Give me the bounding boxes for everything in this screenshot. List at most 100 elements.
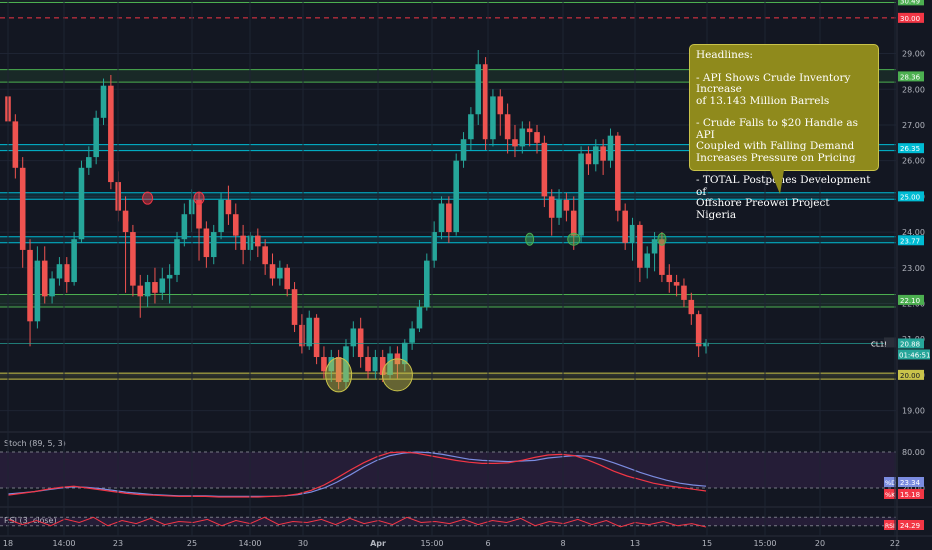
candle-body xyxy=(108,85,114,183)
stoch-line-k xyxy=(7,451,707,498)
x-tick-label: 15:00 xyxy=(420,539,443,548)
y-tick-label: 27.00 xyxy=(902,121,925,130)
headlines-callout[interactable]: Headlines: - API Shows Crude Inventory I… xyxy=(689,44,879,220)
annotation-circle xyxy=(657,232,667,246)
level-price-badge-bg xyxy=(898,369,924,380)
y-tick-label: 29.00 xyxy=(902,50,925,59)
candle-body xyxy=(159,278,166,293)
candle-body xyxy=(585,153,592,165)
level-price-badge: 22.10 xyxy=(900,297,920,305)
rsi-series-tag: RSI xyxy=(885,523,895,530)
stoch-series-tag-bg xyxy=(884,489,896,499)
level-price-badge: 28.36 xyxy=(900,73,921,81)
candle-body xyxy=(56,264,63,279)
level-price-badge-bg xyxy=(898,12,924,23)
level-price-badge-bg xyxy=(898,294,924,305)
stoch-series-tag: %D xyxy=(885,479,896,487)
level-price-badge: 30.49 xyxy=(900,0,920,5)
annotation-circle xyxy=(142,191,154,205)
x-tick-label: 23 xyxy=(113,539,123,548)
stoch-level-label: 20.00 xyxy=(902,484,925,493)
rsi-band xyxy=(0,517,896,526)
candle-body xyxy=(27,249,33,322)
candle-body xyxy=(100,85,107,118)
candle-body xyxy=(137,285,144,297)
candle-body xyxy=(497,96,504,115)
x-tick-label: 8 xyxy=(560,539,565,548)
candle-body xyxy=(534,132,540,143)
candle-body xyxy=(232,214,239,236)
candle-body xyxy=(673,282,680,286)
candle-body xyxy=(255,235,261,247)
candle-body xyxy=(284,267,290,290)
level-zone xyxy=(0,69,896,83)
x-tick-label: 6 xyxy=(485,539,490,548)
candle-body xyxy=(277,267,283,279)
candle-body xyxy=(651,239,658,254)
candle-body xyxy=(166,274,173,279)
candle-body xyxy=(350,328,357,347)
candle-body xyxy=(578,153,584,236)
stoch-value-badge: 15.18 xyxy=(900,491,920,499)
candle-body xyxy=(416,307,423,329)
candle-body xyxy=(563,199,570,211)
level-price-badge: 26.35 xyxy=(900,145,920,153)
candle-body xyxy=(63,264,70,283)
rsi-value-badge: 24.29 xyxy=(900,522,920,530)
candle-body xyxy=(328,357,335,372)
candle-body xyxy=(519,128,526,147)
rsi-line xyxy=(7,516,707,528)
candle-body xyxy=(291,289,298,325)
stoch-series-tag: %K xyxy=(885,491,896,499)
candle-body xyxy=(401,342,408,365)
x-tick-label: 22 xyxy=(890,539,900,548)
candle-body xyxy=(592,146,599,165)
x-tick-label: 14:00 xyxy=(52,539,75,548)
candle-body xyxy=(313,317,320,358)
candle-body xyxy=(41,260,48,297)
candle-body xyxy=(269,264,276,279)
candle-body xyxy=(122,210,129,233)
candle-body xyxy=(12,121,19,168)
rsi-series-tag-bg xyxy=(884,520,896,530)
candle-body xyxy=(526,128,533,133)
candle-body xyxy=(637,224,643,268)
x-tick-label: 25 xyxy=(187,539,197,548)
candle-body xyxy=(431,232,437,261)
x-tick-label: 20 xyxy=(815,539,825,548)
candle-body xyxy=(600,146,606,161)
level-zone xyxy=(0,192,896,200)
x-tick-label: 15 xyxy=(702,539,712,548)
annotation-circle xyxy=(193,191,205,205)
rsi-title: RSI (3, close) xyxy=(4,516,57,525)
level-price-badge-bg xyxy=(898,191,924,202)
candle-body xyxy=(71,239,77,283)
level-price-badge: 20.00 xyxy=(900,372,920,380)
candle-body xyxy=(372,357,379,372)
headline-item: - TOTAL Postpones Development of Offshor… xyxy=(696,174,871,221)
stoch-title: Stoch (89, 5, 3) xyxy=(4,439,66,448)
annotation-circle xyxy=(381,358,413,392)
stoch-value-badge: 23.34 xyxy=(900,479,921,487)
candle-body xyxy=(424,260,430,308)
candle-body xyxy=(548,196,555,218)
y-tick-label: 28.00 xyxy=(902,85,925,94)
candle-body xyxy=(644,253,651,268)
candle-body xyxy=(512,139,518,147)
countdown-label: 01:46:51 xyxy=(899,351,930,359)
stoch-series-tag-bg xyxy=(884,477,896,487)
candle-body xyxy=(379,357,386,375)
candle-body xyxy=(196,199,202,229)
candle-body xyxy=(203,228,210,258)
candle-body xyxy=(629,224,636,243)
candle-body xyxy=(93,117,99,158)
candle-body xyxy=(446,203,452,233)
candle-body xyxy=(615,135,621,211)
x-tick-label: 13 xyxy=(630,539,640,548)
rsi-value-badge-bg xyxy=(898,520,924,530)
headlines-title: Headlines: xyxy=(696,49,753,61)
level-price-badge-bg xyxy=(898,235,924,246)
level-zone xyxy=(0,294,896,308)
